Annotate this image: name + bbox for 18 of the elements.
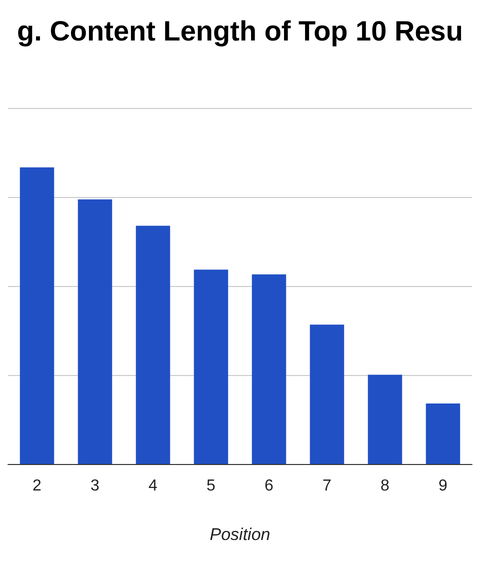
x-tick-label: 7	[322, 478, 332, 494]
bar	[20, 167, 54, 464]
x-tick-label: 5	[206, 478, 216, 494]
x-tick-label: 2	[32, 478, 42, 494]
bar	[78, 199, 112, 464]
chart-title: g. Content Length of Top 10 Resu	[17, 16, 463, 46]
x-axis-title: Position	[210, 525, 270, 544]
x-tick-label: 4	[148, 478, 158, 494]
bar	[310, 324, 344, 464]
x-tick-label: 9	[438, 478, 448, 494]
bar	[136, 226, 170, 464]
bar	[194, 270, 228, 464]
x-tick-label: 8	[380, 478, 390, 494]
bar	[252, 274, 286, 464]
x-tick-label: 3	[90, 478, 100, 494]
x-tick-label: 6	[264, 478, 274, 494]
bar	[426, 403, 460, 464]
bar	[368, 374, 402, 464]
